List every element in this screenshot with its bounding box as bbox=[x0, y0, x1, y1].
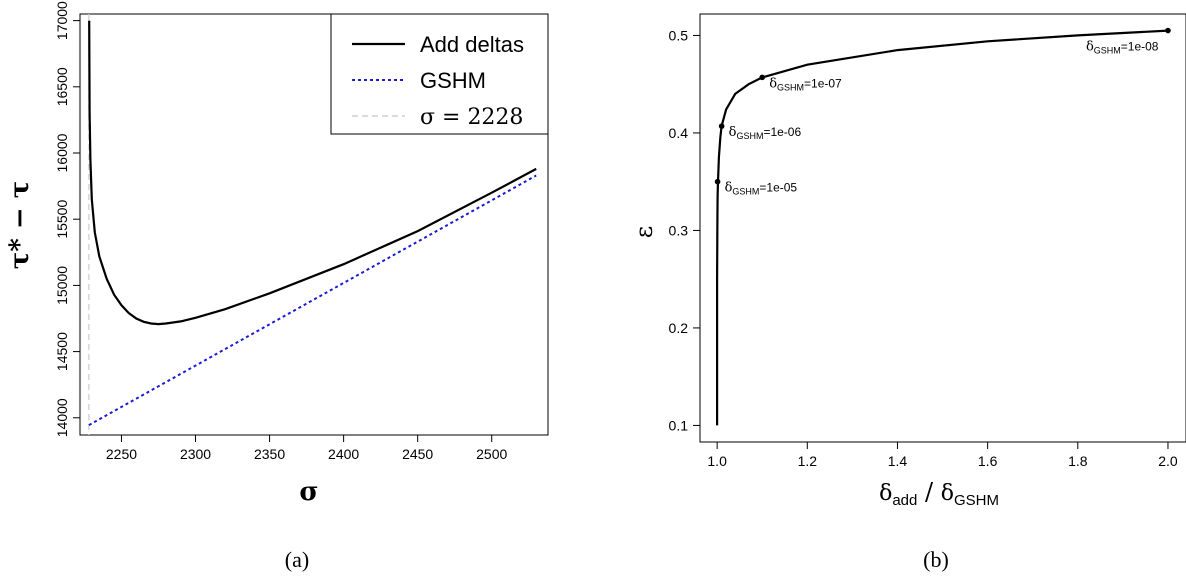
panel-a-x-tick-label: 2300 bbox=[180, 446, 211, 462]
point-label-delta: δ bbox=[1086, 40, 1094, 55]
panel-b-x-tick-label: 2.0 bbox=[1158, 453, 1178, 469]
panel-b-annotated-points: δGSHM=1e-05δGSHM=1e-06δGSHM=1e-07δGSHM=1… bbox=[714, 27, 1171, 197]
annotated-point-label: δGSHM=1e-08 bbox=[1086, 40, 1159, 56]
panel-a-x-tick-label: 2500 bbox=[476, 446, 507, 462]
panel-b-caption: (b) bbox=[923, 547, 949, 572]
x-label-delta-num: δ bbox=[879, 481, 892, 506]
panel-a-x-tick-label: 2250 bbox=[106, 446, 137, 462]
panel-a-y-tick-label: 14500 bbox=[54, 332, 70, 371]
panel-a: 2250 2300 2350 2400 2450 2500 14000 14500 15000 1… bbox=[5, 1, 549, 572]
panel-a-y-tick-label: 16500 bbox=[54, 67, 70, 106]
panel-a-y-tick-label: 14000 bbox=[54, 398, 70, 437]
annotated-point-marker bbox=[759, 74, 766, 81]
panel-b-axes: 1.0 1.2 1.4 1.6 1.8 2.0 0.1 0.2 0.3 0.4 0.5 bbox=[669, 27, 1178, 469]
annotated-point-marker bbox=[718, 123, 725, 129]
panel-a-y-tick-label: 16000 bbox=[54, 133, 70, 172]
legend-box bbox=[330, 13, 549, 135]
panel-b-x-tick-label: 1.2 bbox=[798, 453, 818, 469]
point-label-delta: δ bbox=[729, 125, 737, 140]
point-label-value: =1e-07 bbox=[804, 76, 842, 90]
series-line-add-deltas bbox=[88, 20, 537, 326]
panel-a-x-tick-label: 2350 bbox=[254, 446, 285, 462]
annotated-point-label: δGSHM=1e-06 bbox=[729, 125, 802, 141]
panel-a-x-tick-label: 2400 bbox=[328, 446, 359, 462]
point-label-value: =1e-05 bbox=[759, 181, 797, 195]
panel-b-y-tick-label: 0.1 bbox=[669, 417, 689, 433]
series-line-epsilon bbox=[716, 29, 1169, 426]
point-label-delta: δ bbox=[769, 76, 777, 91]
legend-label-gshm: GSHM bbox=[420, 68, 486, 93]
legend-label-sigma-line: σ = 2228 bbox=[420, 105, 523, 130]
x-label-sub-gshm: GSHM bbox=[954, 492, 999, 509]
panel-a-legend: Add deltas GSHM σ = 2228 bbox=[330, 13, 549, 135]
panel-b-plot-frame bbox=[699, 13, 1186, 443]
annotated-point-label: δGSHM=1e-05 bbox=[725, 181, 798, 197]
panel-b-x-tick-label: 1.0 bbox=[707, 453, 727, 469]
panel-b-x-tick-label: 1.4 bbox=[888, 453, 908, 469]
annotated-point-label: δGSHM=1e-07 bbox=[769, 76, 842, 92]
panel-a-x-tick-label: 2450 bbox=[402, 446, 433, 462]
panel-a-y-tick-label: 15500 bbox=[54, 200, 70, 239]
point-label-sub: GSHM bbox=[1094, 46, 1121, 56]
panel-a-plot-frame bbox=[79, 13, 549, 436]
annotated-point-marker bbox=[1165, 27, 1171, 34]
panel-b-y-tick-label: 0.3 bbox=[669, 222, 689, 238]
panel-b-y-tick-label: 0.5 bbox=[669, 27, 689, 43]
panel-a-axes: 2250 2300 2350 2400 2450 2500 14000 14500 15000 1… bbox=[54, 1, 508, 462]
panel-b-y-axis-label: ε bbox=[630, 226, 658, 238]
panel-b-x-tick-label: 1.8 bbox=[1068, 453, 1088, 469]
point-label-sub: GSHM bbox=[777, 82, 804, 92]
point-label-value: =1e-06 bbox=[763, 125, 801, 139]
panel-a-y-tick-label: 15000 bbox=[54, 266, 70, 305]
panel-b: 1.0 1.2 1.4 1.6 1.8 2.00.10.20.30.40.5 δGSHM=… bbox=[630, 13, 1186, 572]
panel-a-x-axis-label: σ bbox=[299, 477, 318, 507]
panel-b-x-tick-label: 1.6 bbox=[978, 453, 998, 469]
x-label-delta-den: δ bbox=[941, 481, 954, 506]
point-label-sub: GSHM bbox=[736, 131, 763, 141]
panel-b-series bbox=[716, 29, 1169, 426]
x-label-sub-add: add bbox=[892, 492, 917, 509]
panel-a-y-tick-label: 17000 bbox=[54, 1, 70, 40]
x-label-slash: / bbox=[917, 478, 940, 506]
point-label-sub: GSHM bbox=[732, 187, 759, 197]
panel-b-y-tick-label: 0.2 bbox=[669, 320, 689, 336]
panel-b-x-axis-label: δadd / δGSHM bbox=[879, 478, 999, 509]
annotated-point-marker bbox=[714, 178, 721, 185]
panel-a-y-axis-label: τ* − τ bbox=[5, 181, 35, 269]
panel-a-series bbox=[88, 14, 537, 435]
series-line-gshm bbox=[88, 174, 537, 426]
legend-label-add-deltas: Add deltas bbox=[420, 32, 524, 57]
panel-a-caption: (a) bbox=[285, 547, 309, 572]
point-label-delta: δ bbox=[725, 181, 733, 196]
panel-b-y-tick-label: 0.4 bbox=[669, 125, 689, 141]
point-label-value: =1e-08 bbox=[1121, 40, 1159, 54]
